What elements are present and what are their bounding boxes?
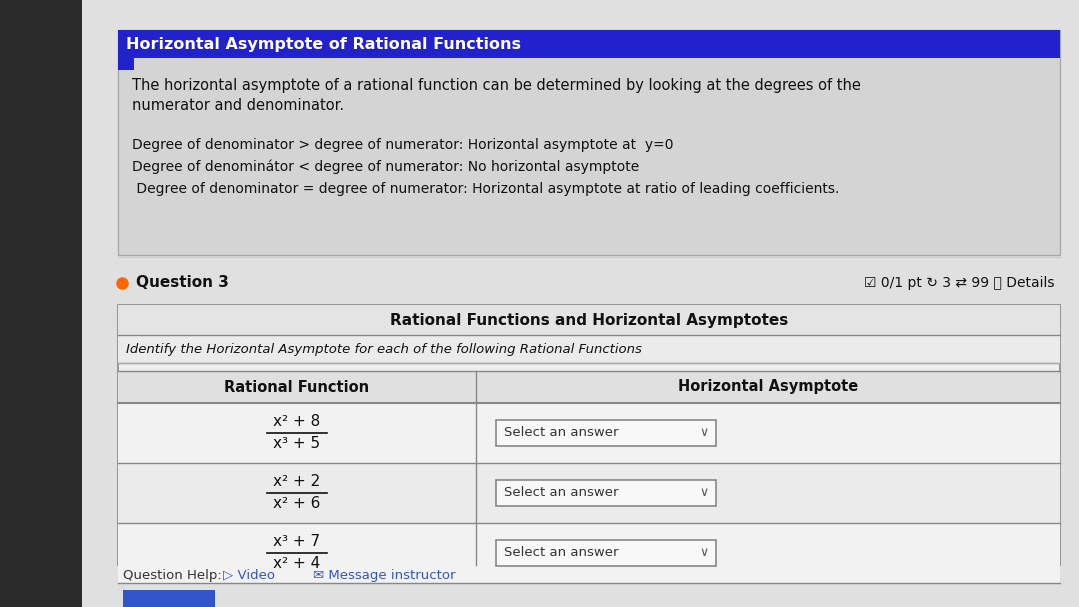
Bar bbox=[496, 480, 716, 506]
Bar bbox=[118, 523, 1060, 583]
Bar bbox=[118, 403, 1060, 463]
Text: Degree of denominator > degree of numerator: Horizontal asymptote at  y=0: Degree of denominator > degree of numera… bbox=[132, 138, 673, 152]
Text: ∨: ∨ bbox=[699, 546, 709, 560]
Bar bbox=[0, 0, 82, 607]
Text: Identify the Horizontal Asymptote for each of the following Rational Functions: Identify the Horizontal Asymptote for ea… bbox=[126, 342, 642, 356]
Text: x³ + 5: x³ + 5 bbox=[273, 436, 320, 452]
Text: Question Help:: Question Help: bbox=[123, 569, 222, 582]
Bar bbox=[118, 463, 1060, 523]
Text: Rational Function: Rational Function bbox=[224, 379, 369, 395]
Text: x² + 2: x² + 2 bbox=[273, 475, 320, 489]
Bar bbox=[123, 590, 215, 607]
Text: ∨: ∨ bbox=[699, 486, 709, 500]
Bar bbox=[496, 420, 716, 446]
Text: x² + 4: x² + 4 bbox=[273, 557, 320, 572]
Bar bbox=[496, 540, 716, 566]
Text: ∨: ∨ bbox=[699, 427, 709, 439]
Text: x² + 6: x² + 6 bbox=[273, 497, 320, 512]
Text: Horizontal Asymptote: Horizontal Asymptote bbox=[678, 379, 858, 395]
Bar bbox=[118, 58, 134, 70]
Text: The horizontal asymptote of a rational function can be determined by looking at : The horizontal asymptote of a rational f… bbox=[132, 78, 861, 93]
Text: ✉ Message instructor: ✉ Message instructor bbox=[313, 569, 455, 582]
Text: x³ + 7: x³ + 7 bbox=[273, 535, 320, 549]
Text: ☑ 0/1 pt ↻ 3 ⇄ 99 ⓘ Details: ☑ 0/1 pt ↻ 3 ⇄ 99 ⓘ Details bbox=[864, 276, 1055, 290]
Text: Degree of denominátor < degree of numerator: No horizontal asymptote: Degree of denominátor < degree of numera… bbox=[132, 160, 639, 174]
Bar bbox=[118, 30, 1060, 58]
Text: Select an answer: Select an answer bbox=[504, 427, 618, 439]
Text: Horizontal Asymptote of Rational Functions: Horizontal Asymptote of Rational Functio… bbox=[126, 36, 521, 52]
Bar bbox=[118, 335, 1060, 363]
Text: Select an answer: Select an answer bbox=[504, 546, 618, 560]
Text: numerator and denominator.: numerator and denominator. bbox=[132, 98, 344, 113]
Text: Select an answer: Select an answer bbox=[504, 486, 618, 500]
Text: Degree of denominator = degree of numerator: Horizontal asymptote at ratio of le: Degree of denominator = degree of numera… bbox=[132, 182, 839, 196]
Bar bbox=[118, 305, 1060, 335]
Text: Rational Functions and Horizontal Asymptotes: Rational Functions and Horizontal Asympt… bbox=[390, 313, 788, 328]
Text: ▷ Video: ▷ Video bbox=[223, 569, 275, 582]
Bar bbox=[118, 371, 1060, 403]
Bar bbox=[118, 30, 1060, 255]
Bar bbox=[118, 305, 1060, 565]
Text: x² + 8: x² + 8 bbox=[273, 415, 320, 430]
Text: Question 3: Question 3 bbox=[136, 275, 229, 290]
